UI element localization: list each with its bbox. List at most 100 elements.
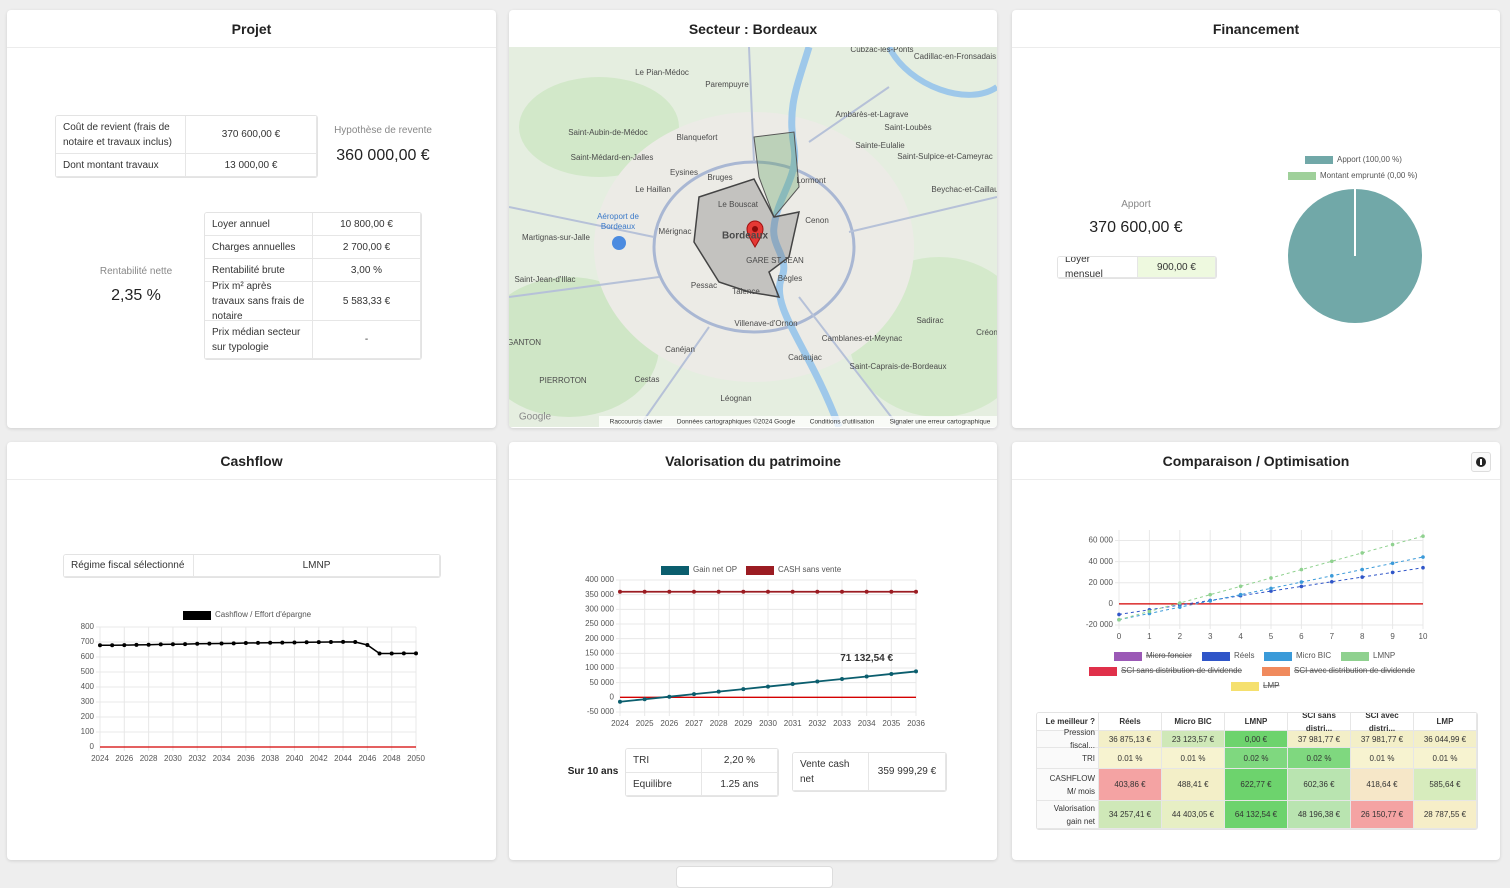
panel-title: Financement (1012, 10, 1500, 48)
bottom-button[interactable] (676, 866, 833, 888)
table: Vente cash net 359 999,29 € (792, 752, 947, 792)
map-label: Camblanes-et-Meynac (822, 334, 902, 343)
table-cell: 5 583,33 € (313, 282, 421, 321)
map-label: Sainte-Eulalie (855, 141, 905, 150)
table-cell: Dont montant travaux (56, 154, 186, 177)
table-cell: 44 403,05 € (1162, 801, 1225, 829)
table: Le meilleur ? Réels Micro BIC LMNP SCI sans … (1036, 712, 1478, 830)
map-label: Saint-Loubès (884, 123, 931, 132)
table-cell: 403,86 € (1099, 769, 1162, 801)
map-label: GANTON (509, 338, 541, 347)
table: TRI 2,20 % Equilibre 1.25 ans (625, 748, 779, 797)
panel-title: Projet (7, 10, 496, 48)
map-label: GARE ST JEAN (746, 256, 804, 265)
map-label: Aéroport de (597, 212, 639, 221)
table-cell: 585,64 € (1414, 769, 1477, 801)
info-icon (1476, 457, 1486, 467)
map-label: Cadillac-en-Fronsadais (914, 52, 996, 61)
map-label: Bordeaux (722, 231, 769, 242)
map-attribution: Google (519, 412, 552, 423)
table-cell: 23 123,57 € (1162, 731, 1225, 748)
info-button[interactable] (1471, 452, 1491, 472)
map-label: Lormont (796, 176, 826, 185)
table-cell: 2 700,00 € (313, 236, 421, 259)
map-label: Beychac-et-Caillau (931, 185, 997, 194)
table-cell: Réels (1099, 713, 1162, 731)
map-label: Le Haillan (635, 185, 671, 194)
table-cell: Micro BIC (1162, 713, 1225, 731)
panel-cashflow: Cashflow (7, 442, 496, 860)
table-cell: CASHFLOW M/ mois (1037, 769, 1099, 801)
table-cell: 622,77 € (1225, 769, 1288, 801)
text: Sur 10 ans (567, 766, 619, 777)
table-cell: Equilibre (626, 773, 702, 796)
table-cell: Valorisation gain net (1037, 801, 1099, 829)
text: Rentabilité nette (99, 266, 173, 277)
table-cell: 36 044,99 € (1414, 731, 1477, 748)
map-label: Bègles (778, 274, 802, 283)
map-pin-dot (752, 226, 758, 232)
map-label: Blanquefort (677, 133, 719, 142)
table-cell: 370 600,00 € (186, 116, 317, 154)
table-cell: Prix médian secteur sur typologie (205, 321, 313, 359)
table-cell: 26 150,77 € (1351, 801, 1414, 829)
table-cell: TRI (626, 749, 702, 773)
district (753, 131, 800, 218)
map-attribution: Données cartographiques ©2024 Google (677, 418, 796, 426)
panel-valorisation: Valorisation du patrimoine (509, 442, 997, 860)
map-attribution: Raccourcis clavier (610, 419, 664, 426)
table-cell: 13 000,00 € (186, 154, 317, 177)
map-label: Eysines (670, 168, 698, 177)
table-cell: 64 132,54 € (1225, 801, 1288, 829)
map-label: Saint-Sulpice-et-Cameyrac (897, 152, 993, 161)
table-cell: 48 196,38 € (1288, 801, 1351, 829)
table-cell: 488,41 € (1162, 769, 1225, 801)
map-attribution: Conditions d'utilisation (810, 419, 875, 426)
table-cell: Charges annuelles (205, 236, 313, 259)
map-label: Bordeaux (601, 222, 635, 231)
table: Régime fiscal sélectionné LMNP (63, 554, 441, 578)
map-label: Saint-Jean-d'Illac (514, 275, 575, 284)
table-cell: Prix m² après travaux sans frais de nota… (205, 281, 313, 322)
text: 370 600,00 € (1089, 219, 1183, 236)
map-label: Cubzac-les-Ponts (850, 47, 913, 54)
map-label: Talence (732, 287, 760, 296)
map-label: Sadirac (916, 316, 943, 325)
panel-title: Secteur : Bordeaux (509, 10, 997, 48)
forest (519, 77, 679, 177)
table-cell: TRI (1037, 748, 1099, 769)
table-cell: Pression fiscal... (1037, 728, 1099, 750)
roads (509, 47, 997, 427)
map-label: Canéjan (665, 345, 695, 354)
map-label: Cenon (805, 216, 829, 225)
table-cell: - (313, 321, 421, 359)
map-label: Le Bouscat (718, 200, 759, 209)
map-pin[interactable] (746, 220, 764, 248)
map-label: Cadaujac (788, 353, 822, 362)
table-cell: 0.01 % (1351, 748, 1414, 769)
table-cell: 1.25 ans (702, 773, 778, 796)
text: 360 000,00 € (336, 147, 430, 164)
airport-icon (612, 236, 626, 250)
map-label: Saint-Aubin-de-Médoc (568, 128, 648, 137)
river (770, 47, 843, 427)
table-cell: 0.02 % (1288, 748, 1351, 769)
table-cell: Le meilleur ? (1037, 713, 1099, 731)
table-cell: Régime fiscal sélectionné (64, 555, 194, 577)
table-cell: 418,64 € (1351, 769, 1414, 801)
table-cell: 2,20 % (702, 749, 778, 773)
attribution-bar (599, 416, 997, 427)
table-cell: Loyer annuel (205, 213, 313, 236)
table: Loyer mensuel 900,00 € (1057, 256, 1217, 279)
info-icon-dot (1480, 458, 1482, 461)
panel-title: Valorisation du patrimoine (509, 442, 997, 480)
table-cell: 28 787,55 € (1414, 801, 1477, 829)
table-cell: 37 981,77 € (1351, 731, 1414, 748)
table-cell: Vente cash net (793, 753, 869, 791)
table-cell: SCI avec distri... (1351, 713, 1414, 733)
table-cell: 10 800,00 € (313, 213, 421, 236)
table-cell: Loyer mensuel (1058, 257, 1138, 278)
map-label: Léognan (720, 394, 751, 403)
